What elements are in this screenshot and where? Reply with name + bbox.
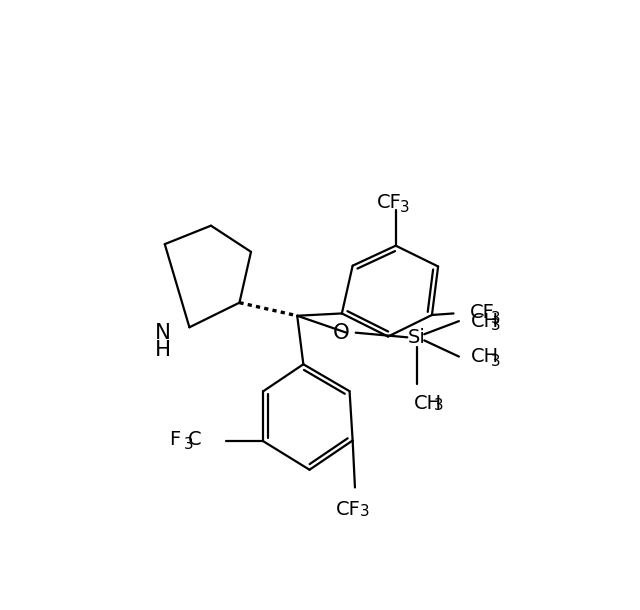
Text: O: O (333, 323, 349, 343)
Text: CF: CF (377, 193, 402, 212)
Text: 3: 3 (492, 318, 501, 333)
Text: F: F (169, 430, 180, 449)
Text: Si: Si (408, 328, 426, 347)
Text: 3: 3 (433, 398, 443, 413)
Text: 3: 3 (360, 504, 369, 519)
Text: N: N (154, 323, 170, 343)
Text: 3: 3 (184, 437, 194, 452)
Text: CH: CH (471, 312, 499, 331)
Text: 3: 3 (400, 199, 410, 215)
Text: C: C (188, 430, 202, 449)
Text: CF: CF (337, 500, 361, 518)
Text: 3: 3 (492, 310, 501, 326)
Text: CH: CH (413, 393, 442, 412)
Text: CH: CH (471, 347, 499, 366)
Text: 3: 3 (492, 354, 501, 368)
Text: H: H (154, 340, 170, 361)
Text: CF: CF (470, 303, 495, 322)
